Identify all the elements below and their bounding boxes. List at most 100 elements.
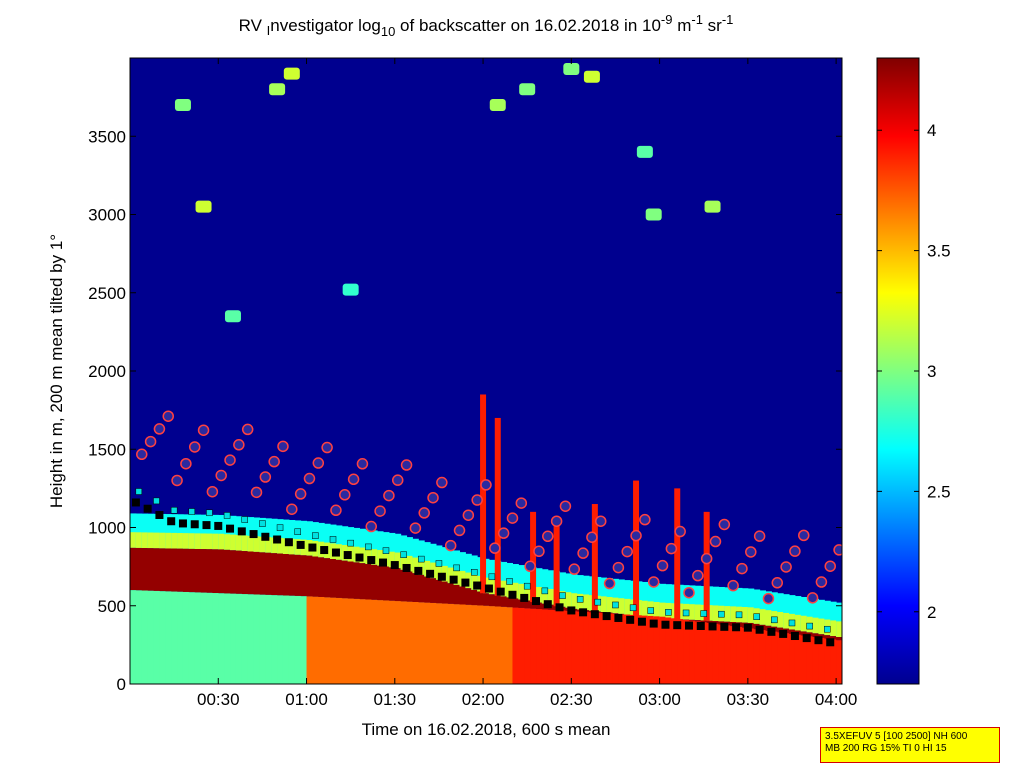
y-tick-label: 1500 [88, 440, 126, 459]
aerosol-body [182, 548, 190, 592]
aerosol-fringe [641, 600, 649, 617]
aerosol-halo [500, 561, 508, 597]
aerosol-lower [335, 597, 343, 684]
aerosol-body [406, 571, 413, 602]
black-square-marker [790, 632, 799, 641]
cyan-square-marker [294, 528, 301, 535]
black-square-marker [331, 548, 340, 557]
cloud-patch [489, 98, 506, 111]
aerosol-lower [659, 616, 666, 684]
black-square-marker [532, 597, 541, 606]
aerosol-halo [824, 600, 831, 636]
purple-circle-marker [542, 530, 554, 543]
aerosol-fringe [394, 552, 402, 569]
purple-circle-marker [586, 531, 598, 543]
aerosol-halo [135, 513, 143, 548]
aerosol-body [459, 586, 466, 605]
aerosol-body [524, 600, 531, 609]
aerosol-fringe [171, 532, 178, 549]
purple-circle-marker [144, 435, 157, 448]
aerosol-lower [424, 602, 431, 684]
aerosol-lower [324, 597, 331, 684]
colorbar-tick-label: 4 [927, 121, 936, 140]
aerosol-lower [765, 630, 772, 684]
aerosol-body [612, 613, 619, 614]
aerosol-lower [459, 604, 466, 684]
y-axis-label: Height in m, 200 m mean tilted by 1° [47, 234, 66, 508]
aerosol-body [318, 557, 325, 597]
x-axis-label: Time on 16.02.2018, 600 s mean [362, 720, 611, 739]
aerosol-lower [294, 595, 302, 684]
aerosol-lower [794, 634, 802, 684]
aerosol-fringe [536, 586, 543, 603]
aerosol-lower [677, 619, 684, 684]
cyan-square-marker [470, 569, 478, 576]
aerosol-lower [224, 593, 231, 684]
aerosol-halo [683, 585, 690, 620]
cyan-square-marker [488, 573, 496, 581]
aerosol-fringe [712, 605, 719, 622]
aerosol-fringe [677, 603, 684, 620]
aerosol-fringe [159, 532, 166, 549]
aerosol-halo [777, 593, 784, 628]
cyan-square-marker [718, 610, 725, 618]
aerosol-lower [783, 633, 790, 684]
aerosol-lower [288, 595, 296, 684]
aerosol-fringe [706, 605, 714, 621]
black-square-marker [496, 587, 505, 596]
aerosol-fringe [388, 551, 396, 568]
purple-circle-marker [294, 488, 307, 500]
aerosol-lower [359, 599, 366, 684]
aerosol-lower [435, 603, 443, 684]
aerosol-body [159, 548, 166, 592]
purple-circle-marker [241, 423, 254, 436]
aerosol-lower [377, 600, 384, 684]
aerosol-fringe [153, 532, 160, 549]
aerosol-halo [818, 599, 825, 635]
plume [591, 504, 598, 612]
aerosol-lower [553, 610, 561, 684]
aerosol-body [453, 584, 461, 605]
aerosol-lower [588, 612, 596, 684]
aerosol-body [383, 566, 390, 601]
aerosol-body [271, 553, 278, 596]
aerosol-body [789, 629, 796, 634]
aerosol-halo [171, 514, 178, 549]
aerosol-body [824, 635, 831, 639]
aerosol-lower [730, 626, 737, 684]
aerosol-body [818, 634, 825, 638]
aerosol-body [147, 548, 155, 591]
aerosol-lower [671, 618, 678, 684]
cyan-square-marker [753, 613, 760, 620]
purple-circle-marker [471, 494, 483, 506]
aerosol-lower [547, 609, 555, 684]
aerosol-halo [741, 588, 749, 623]
purple-circle-marker [753, 530, 766, 542]
aerosol-lower [594, 612, 602, 684]
cyan-square-marker [824, 625, 831, 633]
cyan-square-marker [788, 619, 796, 627]
aerosol-fringe [400, 554, 408, 570]
x-tick-label: 02:30 [550, 690, 593, 709]
aerosol-halo [371, 530, 378, 565]
cyan-square-marker [576, 596, 584, 603]
aerosol-body [506, 597, 513, 608]
aerosol-body [394, 568, 402, 602]
purple-circle-marker [277, 440, 289, 453]
aerosol-lower [612, 613, 619, 684]
purple-circle-marker [612, 561, 625, 574]
black-square-marker [273, 535, 282, 544]
black-square-marker [449, 575, 458, 584]
aerosol-fringe [200, 533, 207, 550]
aerosol-lower [836, 640, 842, 684]
aerosol-fringe [188, 533, 196, 549]
aerosol-lower [753, 629, 761, 684]
purple-circle-marker [798, 529, 810, 542]
cyan-square-marker [241, 516, 248, 523]
aerosol-halo [665, 584, 672, 619]
aerosol-fringe [600, 596, 608, 613]
y-tick-label: 500 [98, 597, 126, 616]
black-square-marker [814, 636, 823, 645]
aerosol-lower [177, 591, 184, 684]
aerosol-halo [836, 602, 842, 638]
